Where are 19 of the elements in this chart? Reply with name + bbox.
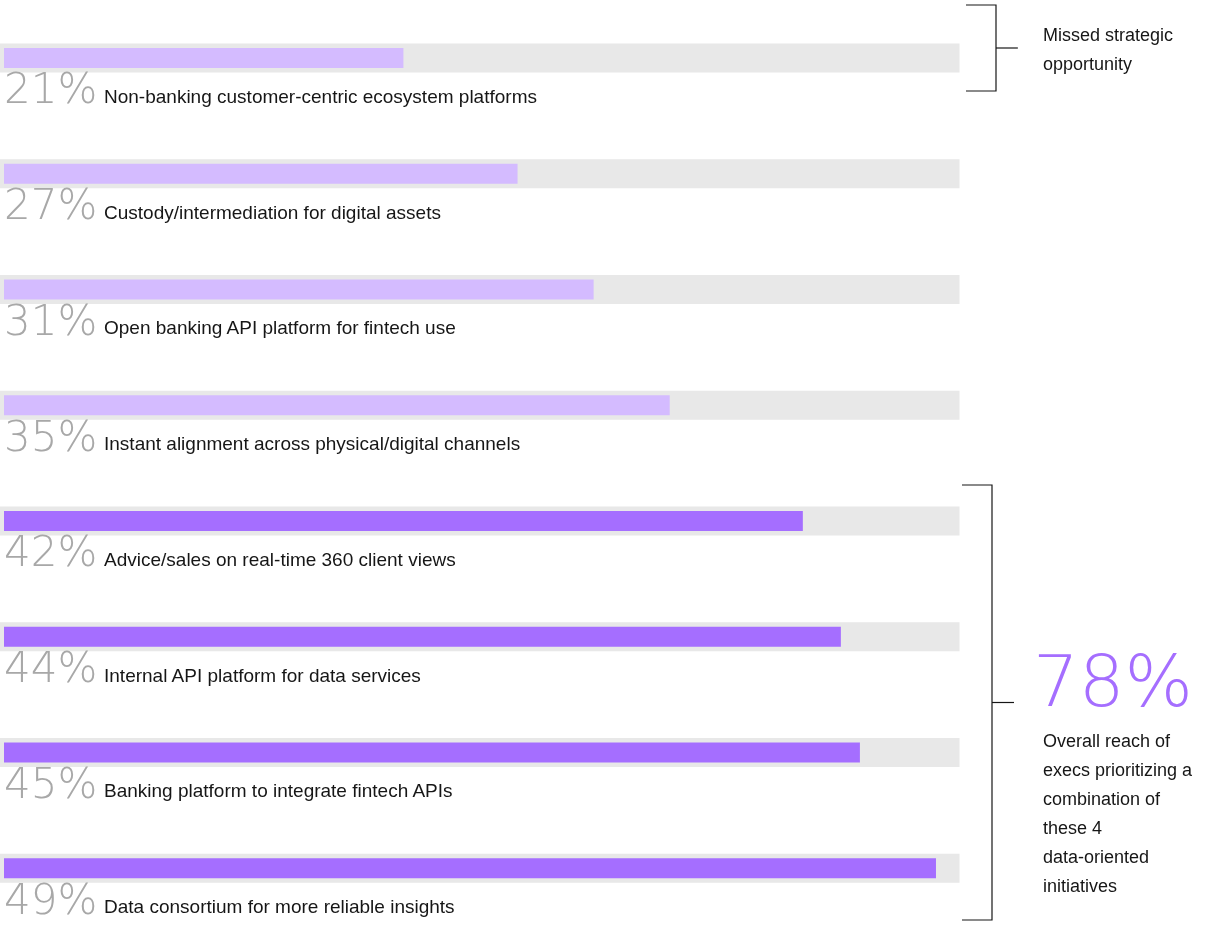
data-label: 35% — [4, 411, 98, 461]
y-tick-label: Instant alignment across physical/digital channels — [104, 433, 521, 455]
data-label: 49% — [4, 874, 98, 924]
data-label: 45% — [4, 758, 98, 808]
data-label: 42% — [4, 527, 98, 577]
data-label: 21% — [4, 64, 98, 114]
text: Overall reach of execs prioritizing a combination of these 4 data-oriented initiatives — [1043, 730, 1198, 896]
data-label: 31% — [4, 295, 98, 345]
data-label: 27% — [4, 180, 98, 230]
y-tick-label: Non-banking customer-centric ecosystem platforms — [104, 85, 537, 107]
y-tick-label: Banking platform to integrate fintech APIs — [104, 780, 453, 802]
y-tick-label: Advice/sales on real-time 360 client views — [104, 548, 456, 570]
y-tick-label: Open banking API platform for fintech use — [104, 317, 456, 339]
text: 78% — [1033, 639, 1194, 723]
y-tick-label: Internal API platform for data services — [104, 664, 421, 686]
y-tick-label: Custody/intermediation for digital assets — [104, 201, 441, 223]
y-tick-label: Data consortium for more reliable insights — [104, 896, 455, 918]
data-label: 44% — [4, 643, 98, 693]
text: Missed strategic opportunity — [1043, 24, 1179, 74]
